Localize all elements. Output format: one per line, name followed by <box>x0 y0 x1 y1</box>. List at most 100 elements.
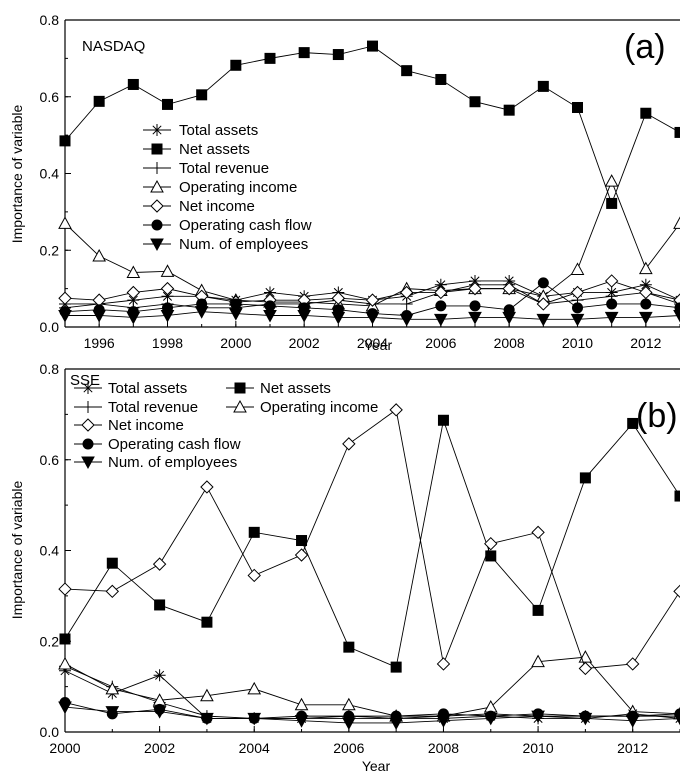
point-operating-income <box>570 262 585 275</box>
point-net-income <box>152 557 167 571</box>
point-operating-cash-flow <box>230 298 242 310</box>
x-tick-label: 2012 <box>630 335 661 351</box>
x-tick-label: 2006 <box>333 740 364 756</box>
x-tick-label: 2004 <box>239 740 270 756</box>
point-operating-income <box>160 264 175 277</box>
y-axis-label: Importance of variable <box>9 481 25 620</box>
point-net-income <box>105 584 120 599</box>
y-tick-label: 0.0 <box>40 319 60 335</box>
point-num-of-employees <box>389 717 403 730</box>
legend-marker-net-income <box>81 418 95 432</box>
panel-label: (b) <box>636 397 678 435</box>
point-net-income <box>434 285 448 300</box>
panel-title: SSE <box>70 372 100 389</box>
series-line-net-assets <box>64 418 680 668</box>
point-net-assets <box>154 599 166 611</box>
point-operating-cash-flow <box>435 300 447 312</box>
point-num-of-employees <box>126 311 141 325</box>
legend-marker-total-revenue <box>151 162 163 174</box>
point-operating-income <box>126 265 141 279</box>
x-tick-label: 2000 <box>220 335 251 351</box>
y-tick-label: 0.6 <box>40 89 60 105</box>
point-operating-cash-flow <box>606 298 618 310</box>
y-tick-label: 0.6 <box>40 452 60 468</box>
point-net-assets <box>537 80 549 92</box>
x-axis-label: Year <box>364 337 393 353</box>
point-net-assets <box>606 197 618 209</box>
series-net-income <box>58 403 680 676</box>
point-num-of-employees <box>194 306 209 319</box>
series-line-num-of-employees <box>64 706 680 724</box>
x-tick-label: 2002 <box>144 740 175 756</box>
point-total-assets <box>153 669 166 682</box>
x-tick-label: 2004 <box>357 335 388 351</box>
point-net-assets <box>401 65 413 77</box>
legend-label-total-revenue: Total revenue <box>108 399 198 416</box>
point-total-assets <box>639 278 652 291</box>
point-net-assets <box>532 604 544 616</box>
point-num-of-employees <box>673 712 680 726</box>
legend-label-operating-income: Operating income <box>260 399 378 416</box>
point-num-of-employees <box>152 706 167 719</box>
x-tick-label: 2008 <box>428 740 459 756</box>
y-tick-label: 0.2 <box>40 242 60 258</box>
point-num-of-employees <box>502 311 517 325</box>
point-net-assets <box>248 526 260 538</box>
point-num-of-employees <box>673 309 680 323</box>
point-operating-income <box>58 216 72 229</box>
point-net-income <box>531 525 545 540</box>
point-num-of-employees <box>531 710 545 724</box>
point-net-assets <box>343 641 355 653</box>
y-tick-label: 0.8 <box>40 12 60 28</box>
point-net-income <box>342 437 356 451</box>
series-net-assets <box>59 40 680 209</box>
legend-marker-operating-income <box>233 399 247 413</box>
point-net-income <box>126 285 141 300</box>
point-operating-income <box>200 688 214 702</box>
point-num-of-employees <box>604 311 619 325</box>
legend-label-total-assets: Total assets <box>108 380 187 397</box>
point-net-income <box>468 281 482 296</box>
point-num-of-employees <box>578 712 593 726</box>
point-net-income <box>294 548 309 562</box>
point-net-income <box>639 285 653 300</box>
y-tick-label: 0.0 <box>40 724 60 740</box>
point-net-income <box>673 584 680 599</box>
x-tick-label: 2010 <box>562 335 593 351</box>
point-net-assets <box>503 104 515 116</box>
panel-label: (a) <box>624 28 666 66</box>
legend-marker-total-assets <box>82 382 94 394</box>
series-line-net-income <box>64 409 680 669</box>
point-total-assets <box>161 290 174 303</box>
legend-marker-net-income <box>150 199 164 213</box>
legend-label-net-income: Net income <box>108 417 184 434</box>
point-net-income <box>436 657 451 671</box>
point-net-income <box>247 568 261 583</box>
panel-title: NASDAQ <box>82 38 145 55</box>
point-net-assets <box>162 98 173 110</box>
point-num-of-employees <box>638 311 653 325</box>
point-num-of-employees <box>331 311 346 325</box>
point-net-income <box>399 285 414 300</box>
point-num-of-employees <box>570 313 585 327</box>
legend-marker-num-of-employees <box>150 238 164 252</box>
point-net-assets <box>93 95 105 107</box>
point-operating-income <box>247 681 262 695</box>
y-tick-label: 0.4 <box>40 543 60 559</box>
point-total-assets <box>127 294 140 307</box>
chart-panel-sse: 0.0 0.2 0.4 0.6 0.8 2000 2002 2004 2006 2008 2010 2… <box>9 361 680 774</box>
legend-label-net-assets: Net assets <box>179 141 250 158</box>
point-operating-income <box>58 656 72 670</box>
point-num-of-employees <box>297 309 312 323</box>
point-num-of-employees <box>228 308 243 321</box>
legend-marker-operating-cash-flow <box>82 438 94 450</box>
point-num-of-employees <box>58 309 72 323</box>
point-net-income <box>58 582 72 596</box>
series-num-of-employees <box>58 701 680 730</box>
point-num-of-employees <box>200 712 214 726</box>
point-net-assets <box>298 47 310 59</box>
point-operating-income <box>294 697 309 711</box>
legend-label-num-of-employees: Num. of employees <box>179 236 308 253</box>
series-line-operating-cash-flow <box>64 702 680 719</box>
point-net-assets <box>437 414 449 426</box>
